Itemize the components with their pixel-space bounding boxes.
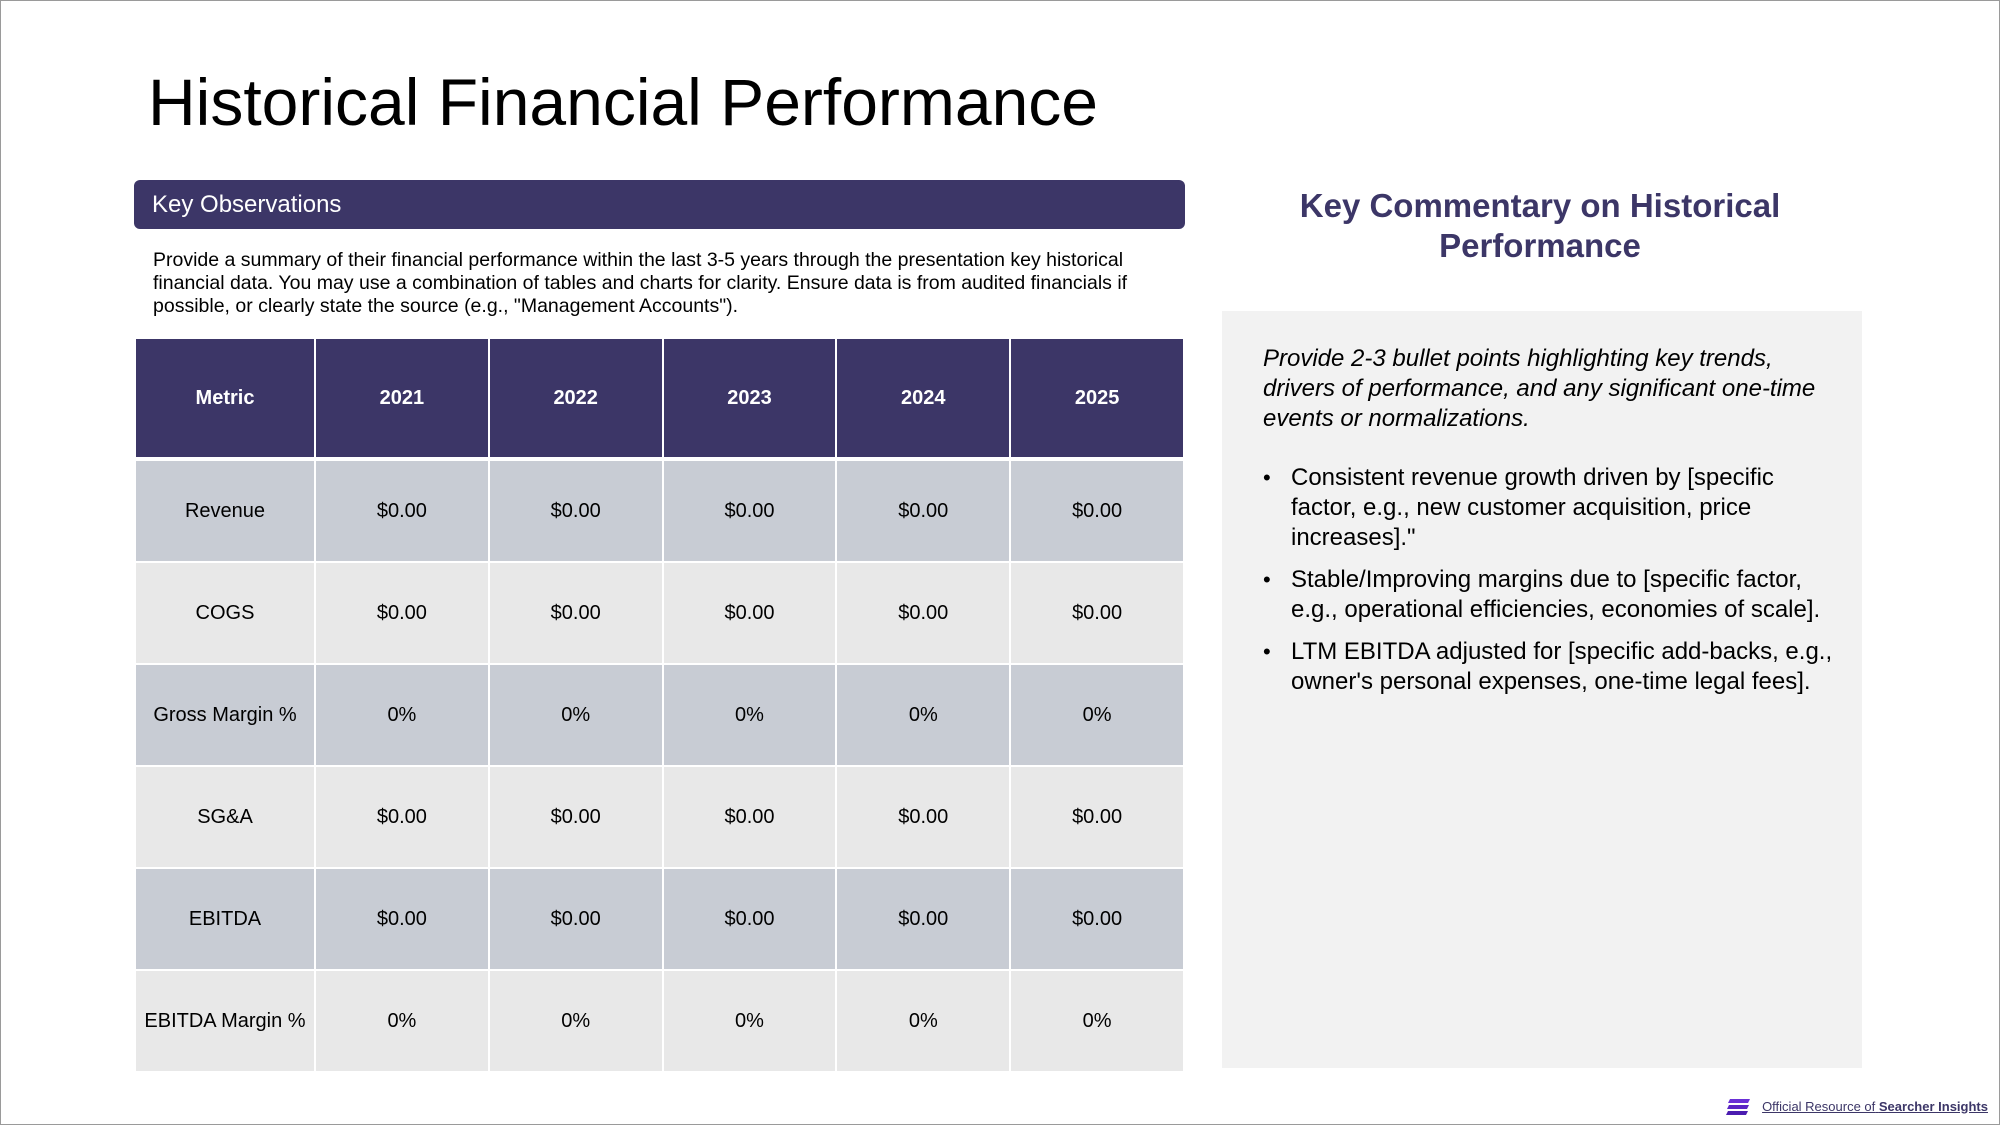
footer-prefix: Official Resource of bbox=[1762, 1098, 1876, 1114]
page-title: Historical Financial Performance bbox=[148, 65, 1099, 139]
metric-cell: SG&A bbox=[134, 765, 316, 869]
value-cell: $0.00 bbox=[1009, 561, 1185, 665]
table-row: EBITDA Margin % 0% 0% 0% 0% 0% bbox=[134, 969, 1185, 1073]
column-header: 2022 bbox=[487, 337, 664, 460]
value-cell: $0.00 bbox=[661, 458, 838, 563]
table-row: SG&A $0.00 $0.00 $0.00 $0.00 $0.00 bbox=[134, 765, 1185, 869]
metric-cell: COGS bbox=[134, 561, 316, 665]
list-item: • LTM EBITDA adjusted for [specific add-… bbox=[1263, 637, 1833, 697]
bullet-icon: • bbox=[1263, 639, 1271, 664]
value-cell: $0.00 bbox=[487, 561, 664, 665]
value-cell: $0.00 bbox=[314, 561, 490, 665]
footer-brand: Searcher Insights bbox=[1878, 1098, 1988, 1114]
searcher-logo-icon bbox=[1726, 1096, 1752, 1116]
value-cell: $0.00 bbox=[835, 765, 1012, 869]
column-header: 2023 bbox=[661, 337, 838, 460]
column-header: Metric bbox=[134, 337, 316, 460]
value-cell: $0.00 bbox=[487, 765, 664, 869]
value-cell: $0.00 bbox=[661, 867, 838, 971]
column-header: 2025 bbox=[1009, 337, 1185, 460]
value-cell: $0.00 bbox=[661, 765, 838, 869]
bullet-text: LTM EBITDA adjusted for [specific add-ba… bbox=[1291, 638, 1833, 695]
commentary-bullet-list: • Consistent revenue growth driven by [s… bbox=[1263, 463, 1833, 709]
value-cell: $0.00 bbox=[835, 867, 1012, 971]
metric-cell: Revenue bbox=[134, 458, 316, 563]
bullet-text: Consistent revenue growth driven by [spe… bbox=[1291, 464, 1774, 551]
footer: Official Resource of Searcher Insights bbox=[1726, 1096, 1988, 1116]
table-row: Gross Margin % 0% 0% 0% 0% 0% bbox=[134, 663, 1185, 767]
value-cell: $0.00 bbox=[1009, 867, 1185, 971]
value-cell: 0% bbox=[314, 663, 490, 767]
bullet-icon: • bbox=[1263, 567, 1271, 592]
metric-cell: EBITDA Margin % bbox=[134, 969, 316, 1073]
value-cell: $0.00 bbox=[487, 458, 664, 563]
list-item: • Consistent revenue growth driven by [s… bbox=[1263, 463, 1833, 553]
value-cell: 0% bbox=[1009, 969, 1185, 1073]
value-cell: $0.00 bbox=[835, 561, 1012, 665]
value-cell: 0% bbox=[487, 663, 664, 767]
value-cell: 0% bbox=[835, 969, 1012, 1073]
value-cell: 0% bbox=[661, 663, 838, 767]
value-cell: $0.00 bbox=[661, 561, 838, 665]
commentary-intro: Provide 2-3 bullet points highlighting k… bbox=[1263, 345, 1816, 432]
value-cell: $0.00 bbox=[314, 867, 490, 971]
table-row: COGS $0.00 $0.00 $0.00 $0.00 $0.00 bbox=[134, 561, 1185, 665]
value-cell: $0.00 bbox=[314, 765, 490, 869]
table-row: Revenue $0.00 $0.00 $0.00 $0.00 $0.00 bbox=[134, 458, 1185, 563]
value-cell: $0.00 bbox=[835, 458, 1012, 563]
key-observations-text: Provide a summary of their financial per… bbox=[153, 249, 1128, 317]
table-row: EBITDA $0.00 $0.00 $0.00 $0.00 $0.00 bbox=[134, 867, 1185, 971]
metric-cell: EBITDA bbox=[134, 867, 316, 971]
value-cell: 0% bbox=[1009, 663, 1185, 767]
commentary-title: Key Commentary on Historical Performance bbox=[1299, 187, 1781, 264]
value-cell: 0% bbox=[661, 969, 838, 1073]
value-cell: $0.00 bbox=[1009, 765, 1185, 869]
column-header: 2021 bbox=[314, 337, 490, 460]
financial-table: Metric 2021 2022 2023 2024 2025 Revenue … bbox=[134, 337, 1185, 1073]
key-observations-header: Key Observations bbox=[134, 180, 1185, 229]
list-item: • Stable/Improving margins due to [speci… bbox=[1263, 565, 1833, 625]
metric-cell: Gross Margin % bbox=[134, 663, 316, 767]
bullet-text: Stable/Improving margins due to [specifi… bbox=[1291, 566, 1821, 623]
value-cell: $0.00 bbox=[1009, 458, 1185, 563]
table-header-row: Metric 2021 2022 2023 2024 2025 bbox=[134, 337, 1185, 460]
value-cell: 0% bbox=[835, 663, 1012, 767]
value-cell: $0.00 bbox=[487, 867, 664, 971]
bullet-icon: • bbox=[1263, 465, 1271, 490]
value-cell: 0% bbox=[487, 969, 664, 1073]
value-cell: 0% bbox=[314, 969, 490, 1073]
column-header: 2024 bbox=[835, 337, 1012, 460]
value-cell: $0.00 bbox=[314, 458, 490, 563]
footer-link[interactable]: Official Resource of Searcher Insights bbox=[1762, 1099, 1988, 1114]
commentary-panel: Provide 2-3 bullet points highlighting k… bbox=[1222, 311, 1862, 1068]
